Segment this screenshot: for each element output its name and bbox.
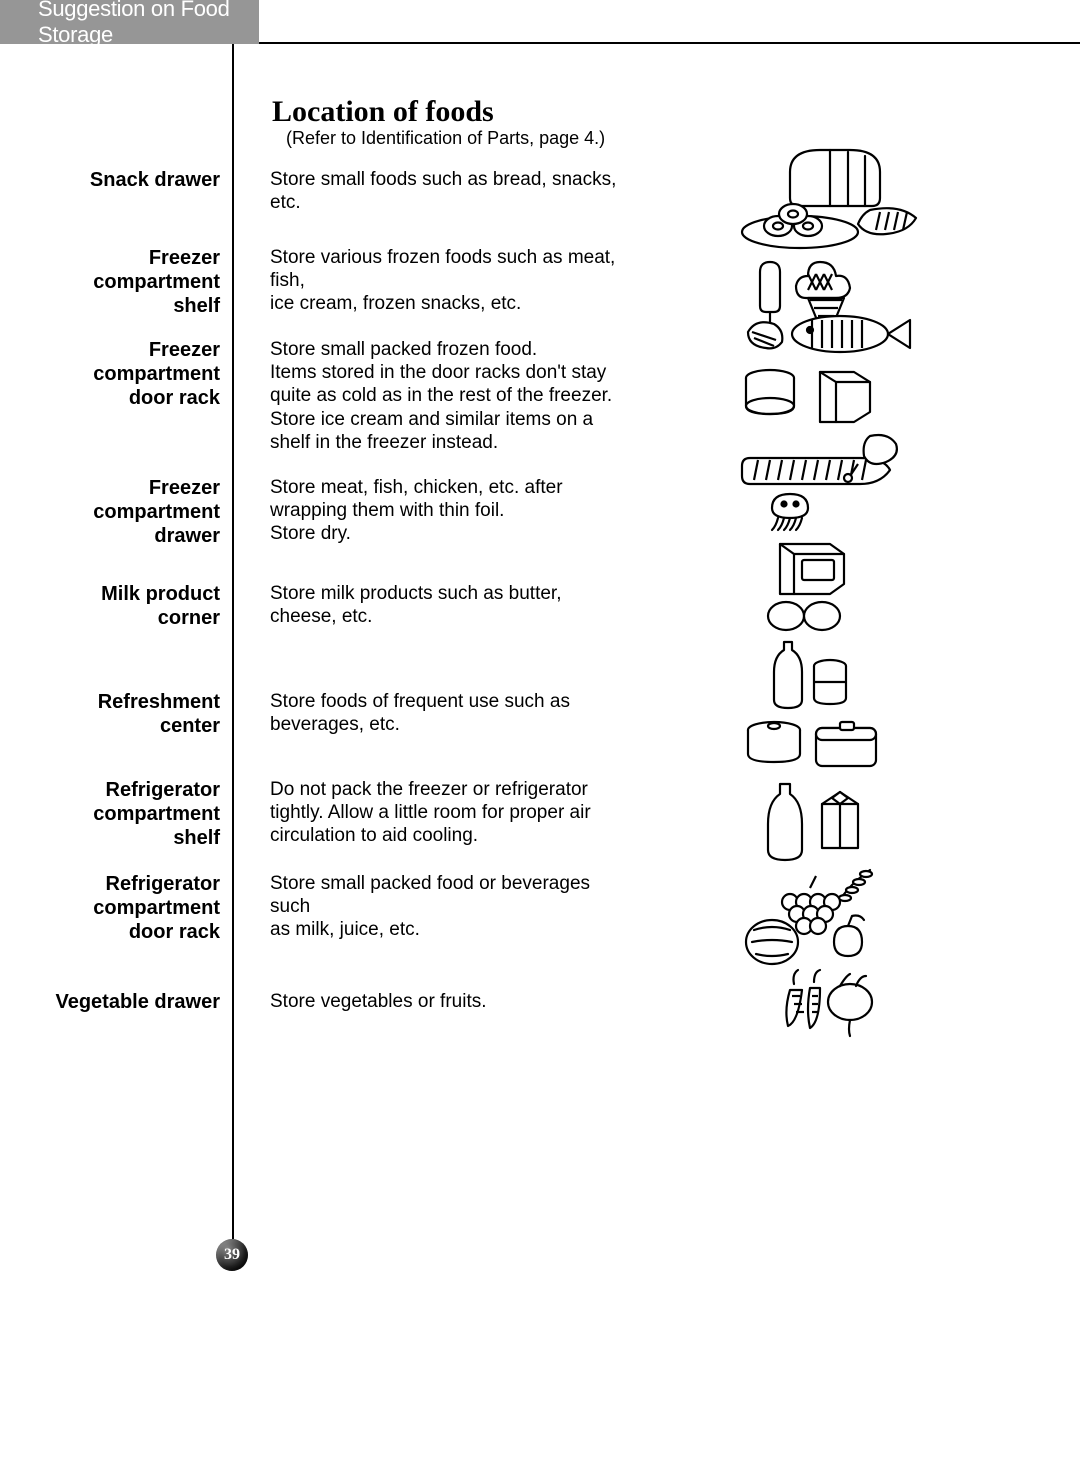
row-description: Store vegetables or fruits. <box>232 990 632 1013</box>
beverages-icon <box>720 634 940 714</box>
meat-fish-icon <box>720 424 940 534</box>
row-label: Refreshment center <box>0 690 232 738</box>
table-row: Milk product cornerStore milk products s… <box>0 582 680 690</box>
illustration-column <box>720 140 940 1042</box>
row-description: Store various frozen foods such as meat,… <box>232 246 632 316</box>
bread-snacks-icon <box>720 140 940 250</box>
containers-icon <box>720 714 940 778</box>
table-row: Freezer compartment drawerStore meat, fi… <box>0 476 680 582</box>
table-row: Refreshment centerStore foods of frequen… <box>0 690 680 778</box>
page-number: 39 <box>224 1246 240 1264</box>
row-description: Store milk products such as butter, chee… <box>232 582 632 628</box>
row-label: Vegetable drawer <box>0 990 232 1014</box>
table-row: Refrigerator compartment shelfDo not pac… <box>0 778 680 872</box>
row-description: Store small packed frozen food. Items st… <box>232 338 632 454</box>
row-description: Store small foods such as bread, snacks,… <box>232 168 632 214</box>
dairy-icon <box>720 534 940 634</box>
page-title: Location of foods <box>272 95 494 129</box>
table-row: Refrigerator compartment door rackStore … <box>0 872 680 990</box>
table-row: Snack drawerStore small foods such as br… <box>0 168 680 246</box>
table-row: Freezer compartment shelfStore various f… <box>0 246 680 338</box>
top-rule <box>259 42 1080 44</box>
row-description: Do not pack the freezer or refrigerator … <box>232 778 632 848</box>
header-title: Suggestion on Food Storage <box>0 0 259 48</box>
row-label: Milk product corner <box>0 582 232 630</box>
row-label: Snack drawer <box>0 168 232 192</box>
veg-fruit-icon <box>720 862 940 1042</box>
table-row: Freezer compartment door rackStore small… <box>0 338 680 476</box>
page-number-badge: 39 <box>216 1239 248 1271</box>
page-subtitle: (Refer to Identification of Parts, page … <box>286 128 605 149</box>
row-label: Freezer compartment door rack <box>0 338 232 410</box>
row-description: Store foods of frequent use such as beve… <box>232 690 632 736</box>
row-description: Store meat, fish, chicken, etc. after wr… <box>232 476 632 546</box>
row-label: Refrigerator compartment door rack <box>0 872 232 944</box>
header-band: Suggestion on Food Storage <box>0 0 259 44</box>
table-row: Vegetable drawerStore vegetables or frui… <box>0 990 680 1100</box>
row-label: Refrigerator compartment shelf <box>0 778 232 850</box>
frozen-foods-icon <box>720 250 940 360</box>
bottle-carton-icon <box>720 778 940 862</box>
row-label: Freezer compartment shelf <box>0 246 232 318</box>
packed-frozen-icon <box>720 360 940 424</box>
location-table: Snack drawerStore small foods such as br… <box>0 168 680 1100</box>
row-description: Store small packed food or beverages suc… <box>232 872 632 942</box>
row-label: Freezer compartment drawer <box>0 476 232 548</box>
